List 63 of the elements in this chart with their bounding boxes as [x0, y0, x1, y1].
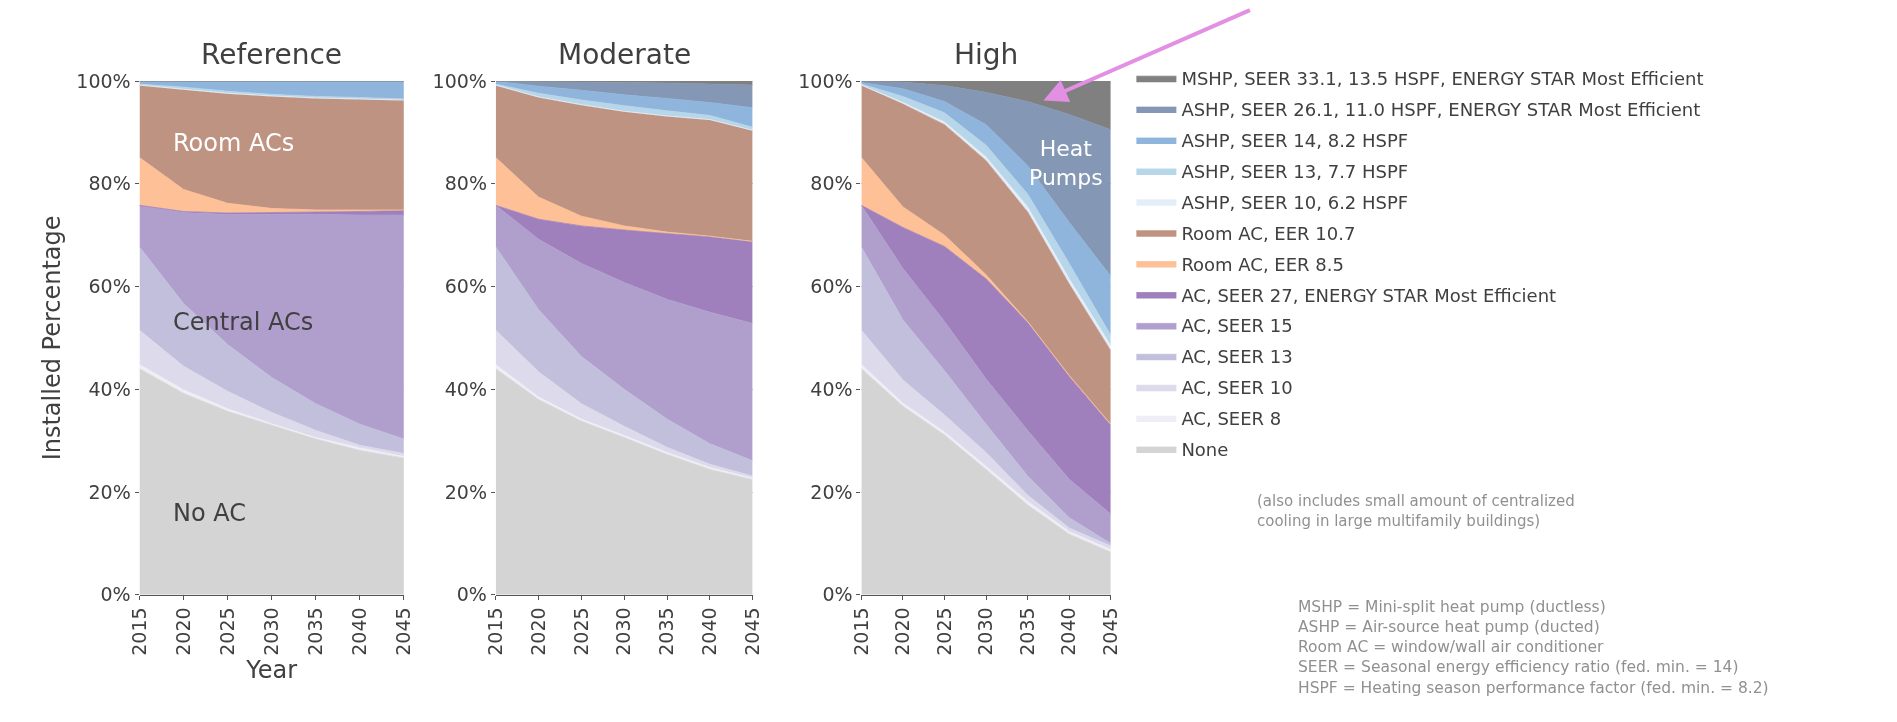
legend-label: AC, SEER 13 — [1181, 346, 1293, 368]
x-tick-label: 2040 — [697, 607, 720, 656]
y-tick-label: 100% — [798, 69, 853, 92]
y-tick-label: 80% — [88, 172, 131, 195]
chart-title: Moderate — [558, 38, 692, 71]
x-tick-label: 2030 — [259, 607, 282, 656]
legend-label: AC, SEER 27, ENERGY STAR Most Efficient — [1181, 284, 1557, 306]
legend-label: ASHP, SEER 14, 8.2 HSPF — [1181, 130, 1409, 152]
x-tick-label: 2030 — [974, 607, 997, 656]
x-tick-label: 2040 — [1057, 607, 1080, 656]
annotation: Heat Pumps — [1029, 136, 1103, 190]
x-tick-label: 2035 — [303, 607, 326, 656]
y-tick-label: 60% — [88, 275, 131, 298]
x-tick-label: 2030 — [612, 607, 635, 656]
y-tick-label: 20% — [444, 480, 487, 503]
legend-label: AC, SEER 8 — [1181, 408, 1282, 430]
x-tick-label: 2040 — [347, 607, 370, 656]
x-tick-label: 2015 — [127, 607, 150, 656]
x-tick-label: 2045 — [740, 607, 763, 656]
annotation: No AC — [173, 499, 247, 527]
x-axis-title: Year — [245, 656, 298, 685]
legend-label: ASHP, SEER 10, 6.2 HSPF — [1181, 191, 1409, 213]
legend-label: ASHP, SEER 26.1, 11.0 HSPF, ENERGY STAR Most Efficient — [1181, 99, 1701, 121]
legend-label: AC, SEER 15 — [1181, 315, 1293, 337]
y-tick-label: 40% — [88, 377, 131, 400]
x-tick-label: 2015 — [849, 607, 872, 656]
annotation: Central ACs — [173, 308, 314, 336]
x-tick-label: 2025 — [569, 607, 592, 656]
text: MSHP = Mini-split heat pump (ductless) ASHP = Air-source heat pump (ducted) Room AC = window/wall air conditioner SEER = Seasonal energy efficiency ratio (fed. min. = 14) HSPF = Heating season performance factor (fed. min. = 8.2) — [1298, 598, 1769, 697]
legend-label: None — [1181, 439, 1229, 461]
y-tick-label: 60% — [810, 275, 853, 298]
y-tick-label: 80% — [444, 172, 487, 195]
x-tick-label: 2015 — [483, 607, 506, 656]
y-tick-label: 60% — [444, 275, 487, 298]
y-tick-label: 0% — [822, 583, 853, 606]
x-tick-label: 2035 — [655, 607, 678, 656]
y-tick-label: 20% — [810, 480, 853, 503]
x-tick-label: 2035 — [1015, 607, 1038, 656]
y-tick-label: 100% — [432, 69, 487, 92]
y-tick-label: 0% — [100, 583, 131, 606]
legend-label: ASHP, SEER 13, 7.7 HSPF — [1181, 160, 1409, 182]
x-tick-label: 2045 — [1098, 607, 1121, 656]
x-tick-label: 2020 — [171, 607, 194, 656]
x-tick-label: 2045 — [392, 607, 415, 656]
chart-title: High — [954, 38, 1019, 71]
x-tick-label: 2025 — [932, 607, 955, 656]
annotation: Room ACs — [173, 129, 295, 157]
legend-label: MSHP, SEER 33.1, 13.5 HSPF, ENERGY STAR Most Efficient — [1181, 68, 1704, 90]
y-tick-label: 100% — [76, 69, 131, 92]
y-tick-label: 0% — [456, 583, 487, 606]
y-tick-label: 40% — [810, 377, 853, 400]
x-tick-label: 2020 — [891, 607, 914, 656]
legend-label: Room AC, EER 8.5 — [1181, 253, 1344, 275]
x-tick-label: 2025 — [215, 607, 238, 656]
legend-label: Room AC, EER 10.7 — [1181, 222, 1356, 244]
y-tick-label: 20% — [88, 480, 131, 503]
legend-label: AC, SEER 10 — [1181, 377, 1293, 399]
text: (also includes small amount of centralized cooling in large multifamily buildings) — [1257, 492, 1575, 530]
x-tick-label: 2020 — [526, 607, 549, 656]
y-axis-title: Installed Percentage — [38, 215, 67, 461]
chart-title: Reference — [201, 38, 342, 71]
y-tick-label: 40% — [444, 377, 487, 400]
y-tick-label: 80% — [810, 172, 853, 195]
